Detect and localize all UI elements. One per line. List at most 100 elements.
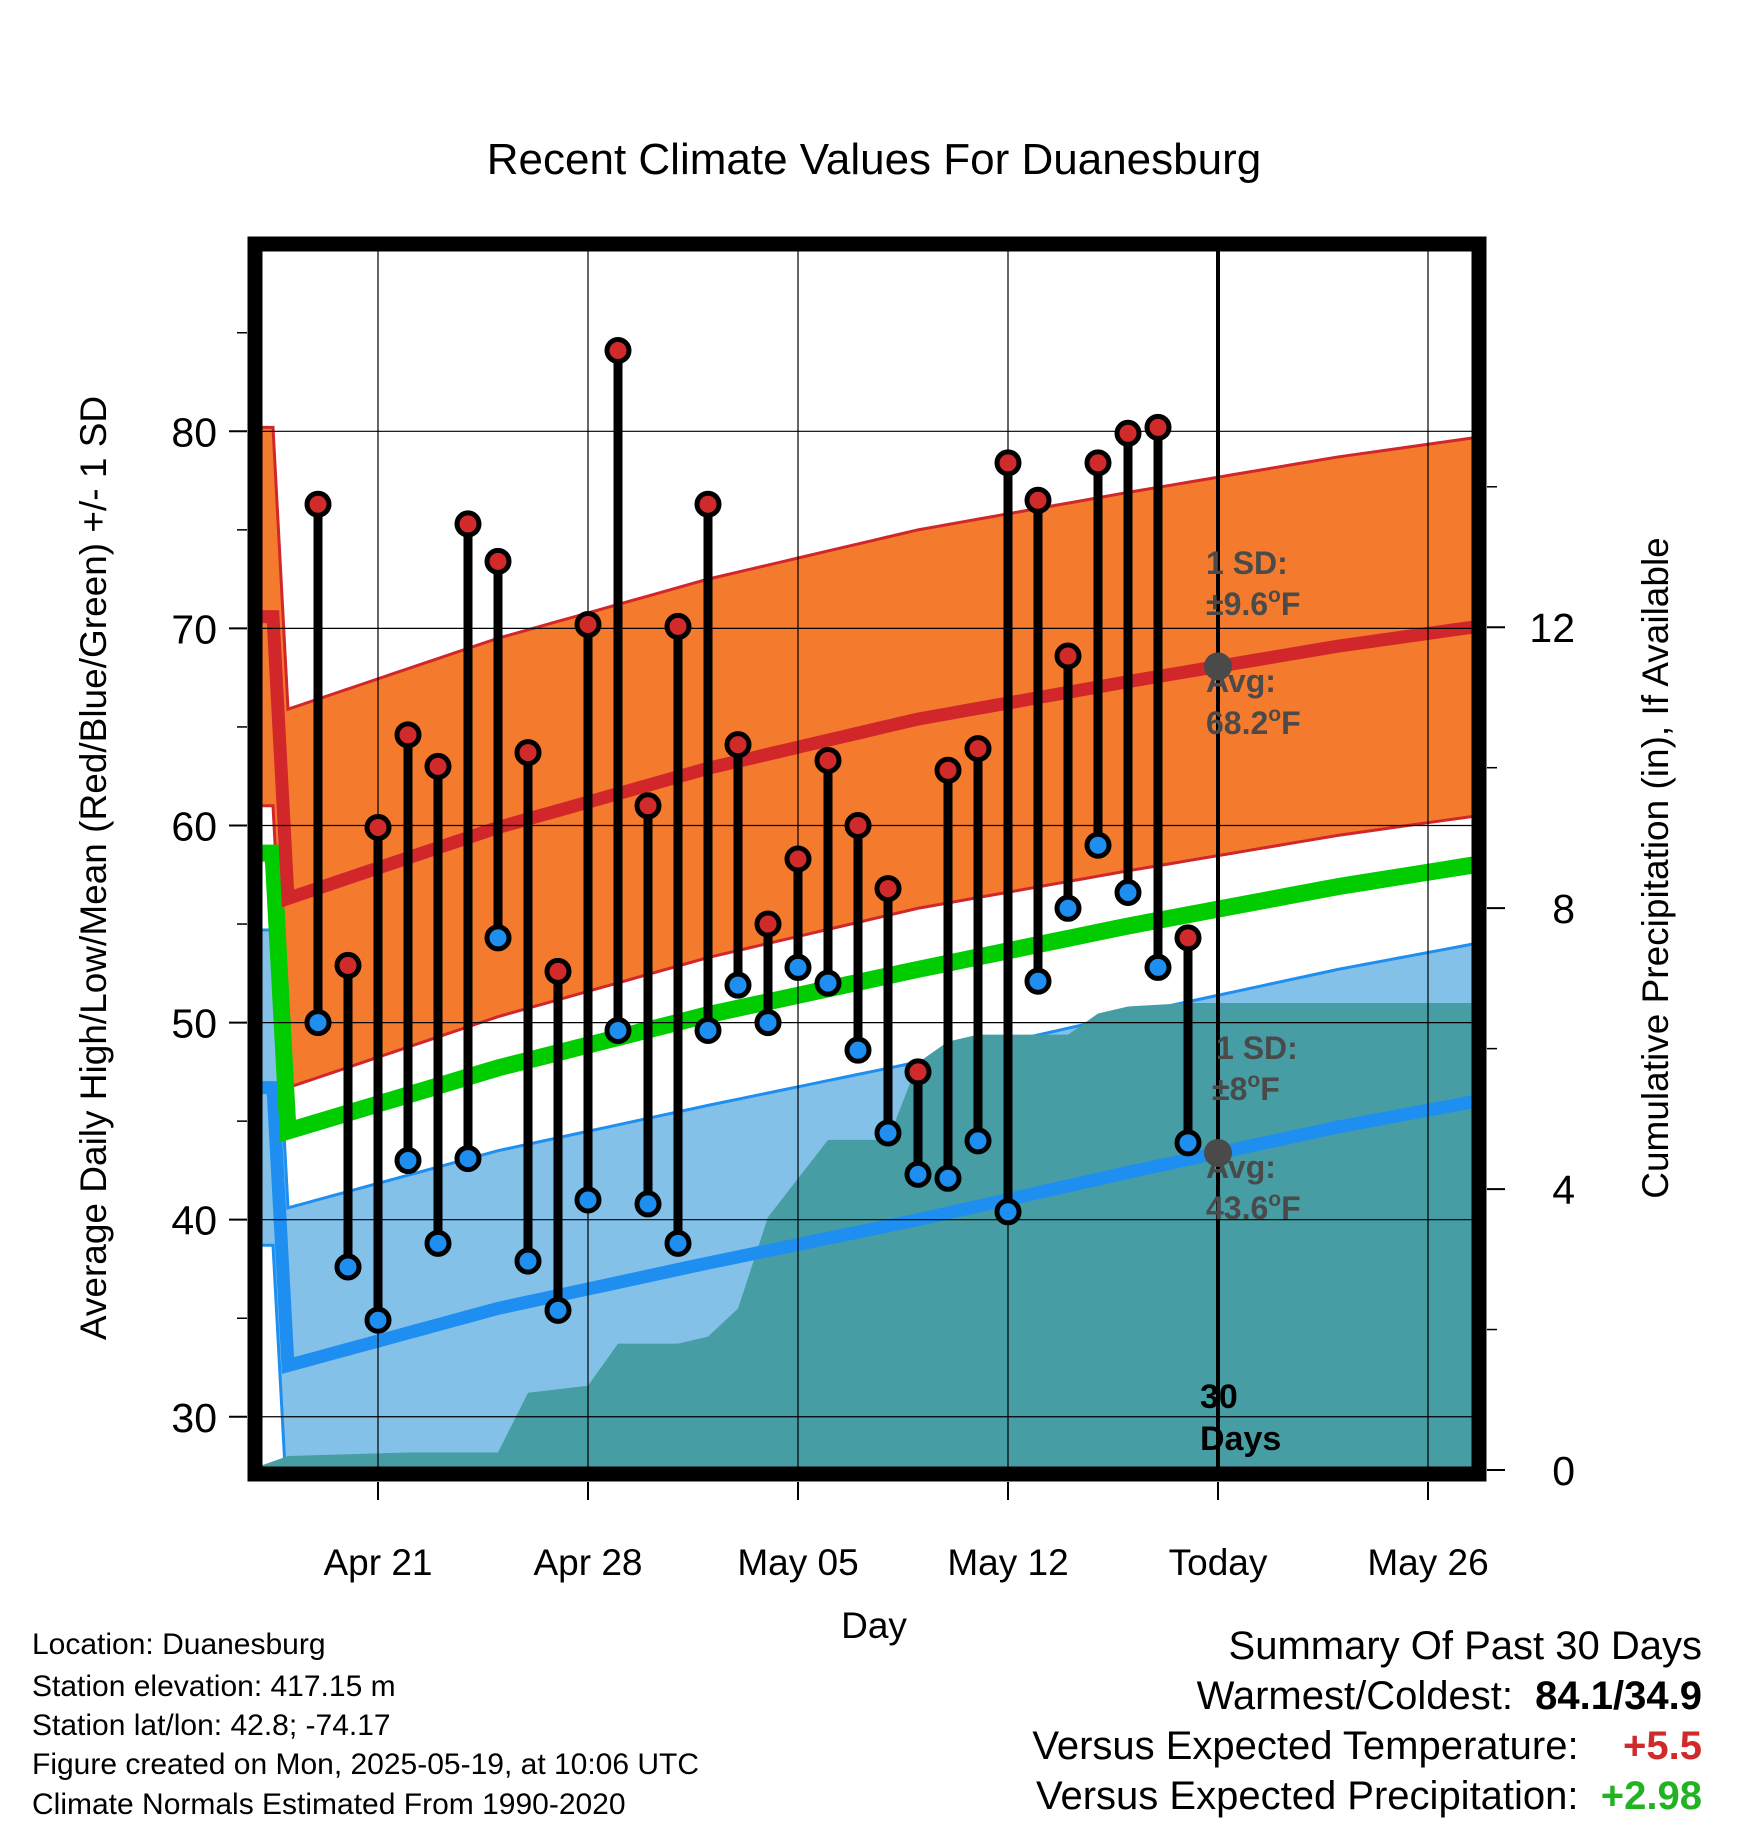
- warm-cold-label: Warmest/Coldest:: [1196, 1674, 1513, 1718]
- daily-low-marker: [994, 1198, 1022, 1226]
- high-avg-label: Avg:: [1206, 663, 1276, 699]
- daily-low-marker: [334, 1253, 362, 1281]
- daily-high-marker: [574, 610, 602, 638]
- daily-high-marker: [1024, 486, 1052, 514]
- y2-tick-label: 8: [1552, 886, 1575, 932]
- chart-title: Recent Climate Values For Duanesburg: [487, 135, 1261, 184]
- y-tick-label: 30: [171, 1395, 217, 1441]
- daily-high-marker: [1144, 413, 1172, 441]
- daily-high-marker: [1084, 449, 1112, 477]
- summary-temp-anomaly: Versus Expected Temperature: +5.5: [1032, 1724, 1702, 1769]
- daily-high-marker: [1114, 419, 1142, 447]
- daily-low-marker: [874, 1119, 902, 1147]
- x-tick-label: Apr 21: [323, 1542, 432, 1583]
- daily-high-marker: [994, 449, 1022, 477]
- daily-low-marker: [1174, 1129, 1202, 1157]
- station-elevation: Station elevation: 417.15 m: [32, 1670, 396, 1703]
- x-tick-label: May 05: [737, 1542, 858, 1583]
- daily-high-marker: [454, 510, 482, 538]
- station-latlon: Station lat/lon: 42.8; -74.17: [32, 1709, 391, 1742]
- daily-low-marker: [784, 953, 812, 981]
- daily-high-marker: [814, 746, 842, 774]
- daily-low-marker: [934, 1164, 962, 1192]
- high-sd-value: ±9.6oF: [1206, 584, 1300, 622]
- y-tick-label: 80: [171, 409, 217, 455]
- daily-high-marker: [1054, 642, 1082, 670]
- low-avg-label: Avg:: [1206, 1149, 1276, 1185]
- figure-created: Figure created on Mon, 2025-05-19, at 10…: [32, 1748, 700, 1781]
- daily-low-marker: [484, 924, 512, 952]
- plot-frame: [247, 236, 1487, 1482]
- daily-high-marker: [1174, 924, 1202, 952]
- daily-high-marker: [634, 792, 662, 820]
- daily-high-marker: [754, 910, 782, 938]
- y2-tick-label: 12: [1529, 605, 1575, 651]
- high-sd-label: 1 SD:: [1206, 545, 1288, 581]
- daily-high-marker: [484, 547, 512, 575]
- temp-anomaly-label: Versus Expected Temperature:: [1032, 1724, 1579, 1768]
- low-sd-value: ±8oF: [1212, 1069, 1280, 1107]
- daily-high-marker: [424, 752, 452, 780]
- y-tick-label: 70: [171, 606, 217, 652]
- daily-low-marker: [1084, 831, 1112, 859]
- x-tick-label: May 12: [947, 1542, 1068, 1583]
- y2-axis-label: Cumulative Precipitation (in), If Availa…: [1635, 537, 1676, 1199]
- daily-low-marker: [304, 1009, 332, 1037]
- daily-high-marker: [394, 721, 422, 749]
- daily-low-marker: [454, 1145, 482, 1173]
- daily-high-marker: [904, 1058, 932, 1086]
- y-tick-label: 40: [171, 1198, 217, 1244]
- x-tick-label: Apr 28: [533, 1542, 642, 1583]
- daily-low-marker: [964, 1127, 992, 1155]
- daily-high-marker: [664, 612, 692, 640]
- daily-high-marker: [874, 875, 902, 903]
- daily-low-marker: [424, 1229, 452, 1257]
- daily-high-marker: [694, 490, 722, 518]
- summary-precip-anomaly: Versus Expected Precipitation: +2.98: [1036, 1774, 1702, 1819]
- daily-low-marker: [1054, 894, 1082, 922]
- summary-warm-cold: Warmest/Coldest: 84.1/34.9: [1197, 1674, 1702, 1719]
- daily-high-marker: [784, 845, 812, 873]
- daily-high-marker: [964, 735, 992, 763]
- daily-low-marker: [634, 1190, 662, 1218]
- daily-high-marker: [334, 951, 362, 979]
- today-avg-high-dot: [1204, 652, 1232, 681]
- daily-high-marker: [304, 490, 332, 518]
- y-tick-label: 50: [171, 1001, 217, 1047]
- daily-high-marker: [364, 813, 392, 841]
- y-tick-label: 60: [171, 803, 217, 849]
- temp-anomaly-value: +5.5: [1623, 1724, 1702, 1768]
- high-avg-value: 68.2oF: [1206, 703, 1301, 741]
- y2-tick-label: 0: [1552, 1448, 1575, 1494]
- x-axis-label: Day: [841, 1605, 907, 1646]
- daily-low-marker: [1024, 967, 1052, 995]
- daily-low-marker: [724, 971, 752, 999]
- daily-low-marker: [844, 1036, 872, 1064]
- y-axis-label: Average Daily High/Low/Mean (Red/Blue/Gr…: [73, 396, 114, 1340]
- daily-high-marker: [604, 336, 632, 364]
- normals-period: Climate Normals Estimated From 1990-2020: [32, 1788, 626, 1821]
- daily-low-marker: [514, 1247, 542, 1275]
- x-tick-label: Today: [1169, 1542, 1268, 1583]
- normal-high-line: [259, 610, 1475, 908]
- days-count-label: 30: [1200, 1378, 1238, 1416]
- low-avg-value: 43.6oF: [1206, 1188, 1301, 1226]
- low-sd-label: 1 SD:: [1216, 1030, 1298, 1066]
- summary-title: Summary Of Past 30 Days: [1228, 1624, 1702, 1668]
- daily-low-marker: [394, 1147, 422, 1175]
- daily-low-marker: [754, 1009, 782, 1037]
- daily-high-marker: [514, 739, 542, 767]
- daily-low-marker: [604, 1016, 632, 1044]
- daily-low-marker: [1144, 953, 1172, 981]
- daily-high-marker: [844, 811, 872, 839]
- daily-high-marker: [724, 731, 752, 759]
- high-sd-lower-edge: [259, 804, 1475, 1090]
- precip-anomaly-label: Versus Expected Precipitation:: [1036, 1774, 1579, 1818]
- days-word-label: Days: [1200, 1420, 1281, 1458]
- daily-low-marker: [694, 1016, 722, 1044]
- warm-cold-value: 84.1/34.9: [1535, 1674, 1702, 1718]
- daily-low-marker: [904, 1160, 932, 1188]
- normal-mean-line: [259, 844, 1475, 1143]
- daily-low-marker: [664, 1229, 692, 1257]
